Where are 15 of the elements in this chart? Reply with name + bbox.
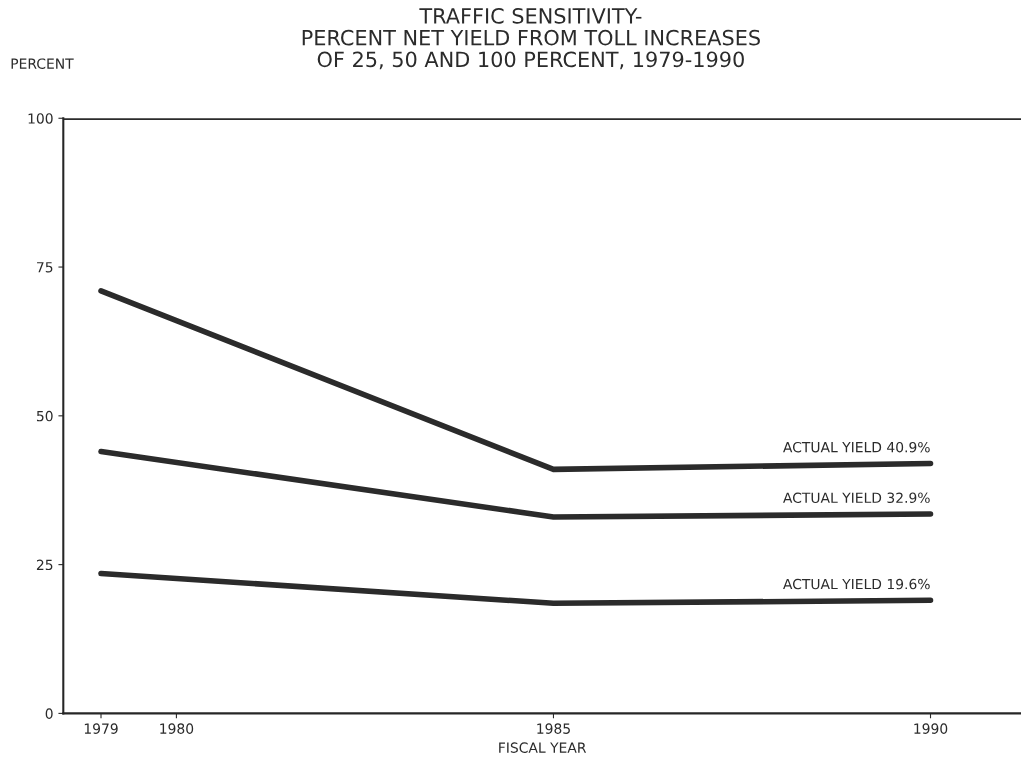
x-tick-label: 1979: [84, 723, 118, 734]
x-tick-label: 1980: [160, 723, 194, 734]
annotation: ACTUAL YIELD 32.9%: [783, 492, 930, 504]
x-axis-title: FISCAL YEAR: [499, 742, 587, 753]
y-axis-title: PERCENT: [11, 58, 74, 69]
chart-title: TRAFFIC SENSITIVITY- PERCENT NET YIELD FROM TOLL INCREASES OF 25, 50 AND 100 PERCENT, 1979-1990: [302, 8, 760, 70]
y-tick-label: 0: [45, 708, 53, 719]
y-tick-label: 50: [36, 410, 53, 422]
y-tick-label: 75: [37, 262, 53, 273]
x-tick-label: 1985: [537, 723, 570, 734]
y-tick-label: 25: [36, 559, 53, 571]
annotation: ACTUAL YIELD 40.9%: [783, 441, 930, 453]
y-tick-label: 100: [28, 113, 53, 124]
x-tick-label: 1990: [914, 723, 948, 734]
annotation: ACTUAL YIELD 19.6%: [783, 578, 930, 590]
